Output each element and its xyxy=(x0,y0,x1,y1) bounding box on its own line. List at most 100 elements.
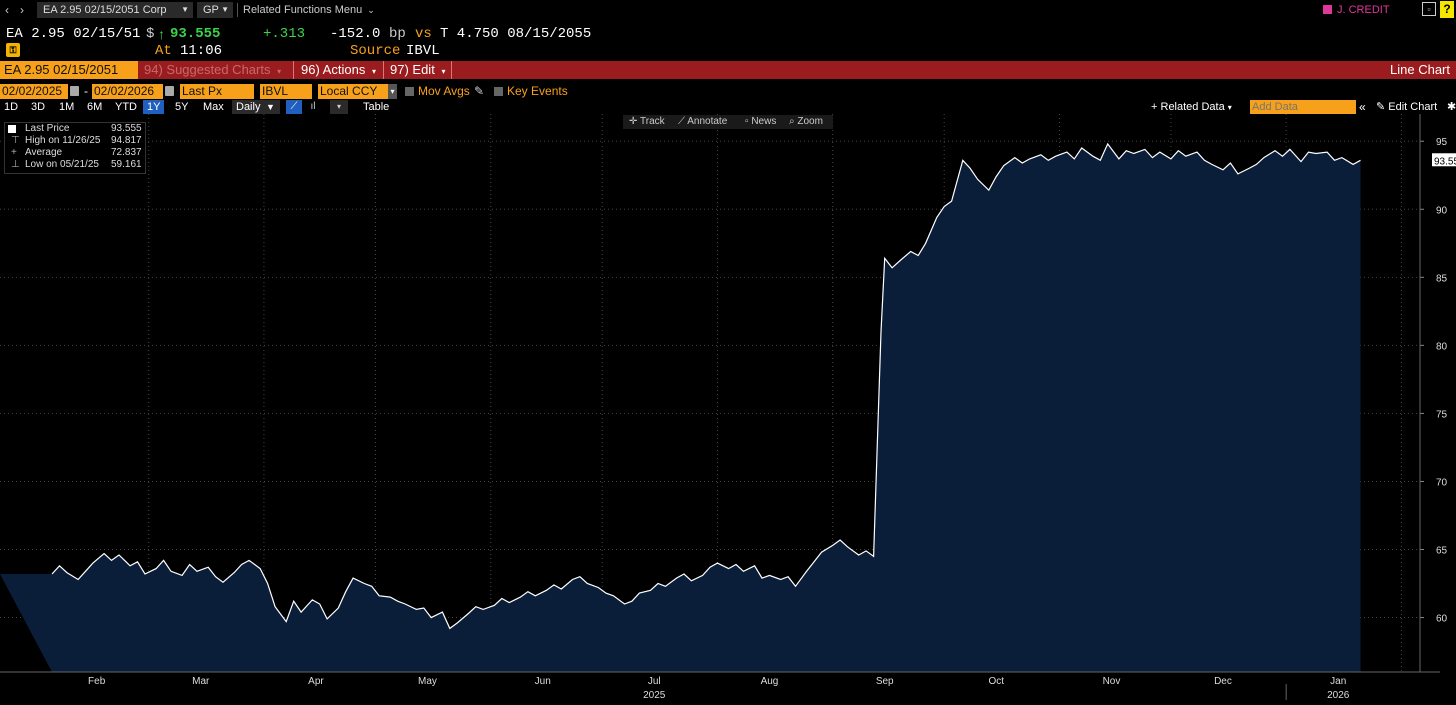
legend-high-label: High on 11/26/25 xyxy=(25,135,101,146)
plus-icon: + xyxy=(1151,101,1158,113)
mov-avgs-checkbox[interactable] xyxy=(405,87,414,96)
calendar-icon[interactable] xyxy=(165,86,174,96)
x-axis: Feb Mar Apr May Jun Jul Aug Sep Oct Nov Dec Jan 2025… xyxy=(0,671,1440,701)
related-functions-menu[interactable]: Related Functions Menu ⌄ xyxy=(243,1,375,19)
pencil-icon[interactable]: ✎ xyxy=(474,84,485,98)
benchmark: T 4.750 08/15/2055 xyxy=(440,26,592,42)
annotate-button[interactable]: ⟋ Annotate xyxy=(678,115,727,129)
window-restore-icon[interactable]: ▫ xyxy=(1422,2,1436,16)
range-button-max[interactable]: Max xyxy=(203,101,224,113)
y-tick-label: 80 xyxy=(1436,341,1448,352)
range-button-ytd[interactable]: YTD xyxy=(115,101,137,113)
chart-tools: ✛ Track ⟋ Annotate ▫ News ⌕ Zoom xyxy=(623,115,833,129)
legend-low-label: Low on 05/21/25 xyxy=(25,159,99,170)
edit-chart-label: Edit Chart xyxy=(1388,101,1438,113)
suggested-charts-label: 94) Suggested Charts xyxy=(144,62,271,77)
x-tick-label: Dec xyxy=(1214,676,1232,687)
price-field-select[interactable]: Last Px xyxy=(180,84,254,99)
zoom-button[interactable]: ⌕ Zoom xyxy=(789,115,823,129)
edit-chart-button[interactable]: ✎ Edit Chart xyxy=(1376,100,1437,114)
average-marker-icon: + xyxy=(11,147,17,158)
key-events-label: Key Events xyxy=(507,84,568,98)
range-button-1d[interactable]: 1D xyxy=(4,101,19,113)
gp-label: GP xyxy=(203,4,219,16)
x-tick-label: Jul xyxy=(648,676,661,687)
end-date-field[interactable]: 02/02/2026 xyxy=(92,84,163,99)
legend-average-value: 72.837 xyxy=(111,147,142,158)
range-button-3d[interactable]: 3D xyxy=(31,101,46,113)
edit-menu[interactable]: 97) Edit ▾ xyxy=(386,61,449,79)
track-button[interactable]: ✛ Track xyxy=(629,115,665,129)
related-functions-label: Related Functions Menu xyxy=(243,4,363,16)
y-tick-label: 85 xyxy=(1436,273,1448,284)
dropdown-arrow-icon: ▾ xyxy=(277,67,282,76)
crosshair-icon: ✛ xyxy=(629,116,638,127)
annotate-label: Annotate xyxy=(687,116,728,127)
spread-value: -152.0 xyxy=(330,26,381,42)
suggested-charts-menu[interactable]: 94) Suggested Charts ▾ xyxy=(140,61,285,79)
range-button-5y[interactable]: 5Y xyxy=(175,101,189,113)
top-nav-bar: ‹ › EA 2.95 02/15/2051 Corp ▼ GP ▼ Relat… xyxy=(0,0,1456,20)
legend-swatch xyxy=(8,125,16,133)
vs-label: vs xyxy=(415,26,432,42)
spread-unit: bp xyxy=(389,26,406,42)
price-chart[interactable]: 60 65 70 75 80 85 90 95 Feb Mar Apr May Jun Jul Aug Se… xyxy=(0,114,1456,705)
security-selector-label: EA 2.95 02/15/2051 Corp xyxy=(43,4,167,16)
news-button[interactable]: ▫ News xyxy=(745,115,776,129)
low-marker-icon: ⊥ xyxy=(11,159,20,170)
user-name[interactable]: J. CREDIT xyxy=(1337,4,1390,16)
gear-icon[interactable]: ✱ xyxy=(1447,101,1456,113)
add-data-input[interactable] xyxy=(1250,100,1356,114)
chart-style-dropdown-icon[interactable]: ▾ xyxy=(330,100,348,114)
range-button-6m[interactable]: 6M xyxy=(87,101,103,113)
back-arrow-icon[interactable]: ‹ xyxy=(5,3,9,17)
x-tick-label: Nov xyxy=(1103,676,1121,687)
related-data-button[interactable]: + Related Data ▾ xyxy=(1151,100,1232,114)
x-tick-label: Sep xyxy=(876,676,894,687)
currency-value: Local CCY xyxy=(320,84,378,98)
help-icon[interactable]: ? xyxy=(1440,1,1454,18)
actions-label: 96) Actions xyxy=(301,62,366,77)
start-date-value: 02/02/2025 xyxy=(2,84,63,98)
forward-arrow-icon[interactable]: › xyxy=(20,3,24,17)
pencil-icon: ✎ xyxy=(1376,101,1386,113)
time-label: At xyxy=(155,43,172,59)
last-price: 93.555 xyxy=(170,26,221,42)
table-button[interactable]: Table xyxy=(363,101,390,113)
y-tick-label: 70 xyxy=(1436,477,1448,488)
price-area xyxy=(0,143,1361,672)
actions-menu[interactable]: 96) Actions ▾ xyxy=(297,61,380,79)
user-color-icon xyxy=(1323,5,1332,14)
news-label: News xyxy=(751,116,777,127)
bar-chart-icon[interactable]: ıl xyxy=(310,101,316,112)
chart-type-label: Line Chart xyxy=(1390,62,1450,77)
dropdown-arrow-icon[interactable]: ▾ xyxy=(388,84,397,99)
divider xyxy=(451,61,452,79)
double-chevron-down-icon: ⌄ xyxy=(367,5,375,15)
x-tick-label: Oct xyxy=(988,676,1004,687)
collapse-icon[interactable]: « xyxy=(1359,100,1366,114)
legend-average: + Average 72.837 xyxy=(5,147,145,159)
gp-selector[interactable]: GP ▼ xyxy=(197,2,233,18)
legend-last-label: Last Price xyxy=(25,123,70,134)
security-selector[interactable]: EA 2.95 02/15/2051 Corp ▼ xyxy=(37,2,193,18)
security-tab[interactable]: EA 2.95 02/15/2051 xyxy=(0,61,138,79)
key-events-checkbox[interactable] xyxy=(494,87,503,96)
source-field-select[interactable]: IBVL xyxy=(260,84,312,99)
line-chart-icon[interactable]: ⟋ xyxy=(286,100,302,114)
start-date-field[interactable]: 02/02/2025 xyxy=(0,84,68,99)
calendar-icon[interactable] xyxy=(70,86,79,96)
quote-ticker: EA 2.95 02/15/51 xyxy=(6,26,141,42)
price-line xyxy=(51,142,1361,630)
price-field-value: Last Px xyxy=(182,84,223,98)
related-data-label: Related Data xyxy=(1160,101,1225,113)
frequency-label: Daily xyxy=(236,101,261,113)
range-button-1m[interactable]: 1M xyxy=(59,101,75,113)
y-axis: 60 65 70 75 80 85 90 95 xyxy=(1419,114,1448,672)
frequency-select[interactable]: Daily ▼ xyxy=(232,100,280,114)
legend-high-value: 94.817 xyxy=(111,135,142,146)
legend-low-value: 59.161 xyxy=(111,159,142,170)
range-button-1y[interactable]: 1Y xyxy=(143,100,165,114)
security-tab-label: EA 2.95 02/15/2051 xyxy=(4,62,119,77)
currency-select[interactable]: Local CCY xyxy=(318,84,388,99)
